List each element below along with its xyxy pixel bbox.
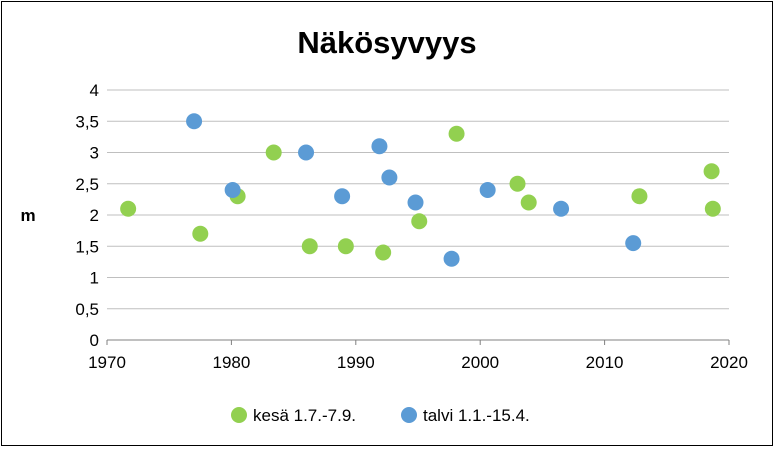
- y-axis-label: m: [20, 206, 35, 225]
- data-point-kesa: [448, 125, 465, 142]
- x-tick-label: 2010: [586, 353, 624, 372]
- data-point-kesa: [192, 225, 209, 242]
- y-tick-label: 1,5: [75, 237, 99, 256]
- data-point-talvi: [334, 188, 351, 205]
- x-tick-label: 1990: [337, 353, 375, 372]
- chart-title: Näkösyvyys: [297, 25, 476, 60]
- y-tick-label: 0: [90, 331, 99, 350]
- data-point-kesa: [509, 175, 526, 192]
- y-tick-label: 4: [90, 81, 99, 100]
- data-point-kesa: [375, 244, 392, 261]
- y-tick-label: 3: [90, 144, 99, 163]
- legend-label-kesa: kesä 1.7.-7.9.: [253, 406, 356, 425]
- data-point-kesa: [704, 200, 721, 217]
- data-point-talvi: [186, 113, 203, 130]
- data-point-talvi: [224, 182, 241, 198]
- data-point-talvi: [407, 194, 424, 211]
- data-point-talvi: [443, 250, 460, 267]
- data-point-talvi: [381, 169, 398, 186]
- data-point-talvi: [625, 235, 642, 252]
- y-tick-label: 2,5: [75, 175, 99, 194]
- y-tick-label: 2: [90, 206, 99, 225]
- data-point-kesa: [411, 213, 428, 230]
- data-point-talvi: [298, 144, 315, 161]
- data-point-kesa: [520, 194, 537, 211]
- y-tick-label: 1: [90, 269, 99, 288]
- x-tick-label: 1970: [88, 353, 126, 372]
- x-tick-label: 1980: [212, 353, 250, 372]
- data-point-kesa: [301, 238, 318, 255]
- y-tick-label: 0,5: [75, 300, 99, 319]
- x-tick-labels: 1970 1980 1990 2000 2010 2020: [88, 353, 748, 372]
- data-point-kesa: [631, 188, 648, 205]
- legend-marker-kesa: [231, 407, 247, 423]
- x-tick-label: 2020: [710, 353, 748, 372]
- legend: kesä 1.7.-7.9. talvi 1.1.-15.4.: [231, 406, 530, 425]
- data-point-talvi: [553, 200, 570, 217]
- data-points: [120, 113, 721, 267]
- data-point-kesa: [120, 200, 137, 217]
- y-tick-labels: 0 0,5 1 1,5 2 2,5 3 3,5 4: [75, 81, 99, 350]
- data-point-kesa: [265, 144, 282, 161]
- legend-marker-talvi: [401, 407, 417, 423]
- y-tick-label: 3,5: [75, 112, 99, 131]
- data-point-kesa: [337, 238, 354, 255]
- legend-label-talvi: talvi 1.1.-15.4.: [423, 406, 530, 425]
- data-point-talvi: [479, 182, 496, 198]
- data-point-kesa: [703, 163, 720, 180]
- data-point-talvi: [371, 138, 388, 155]
- gridlines: [106, 89, 730, 345]
- x-tick-label: 2000: [461, 353, 499, 372]
